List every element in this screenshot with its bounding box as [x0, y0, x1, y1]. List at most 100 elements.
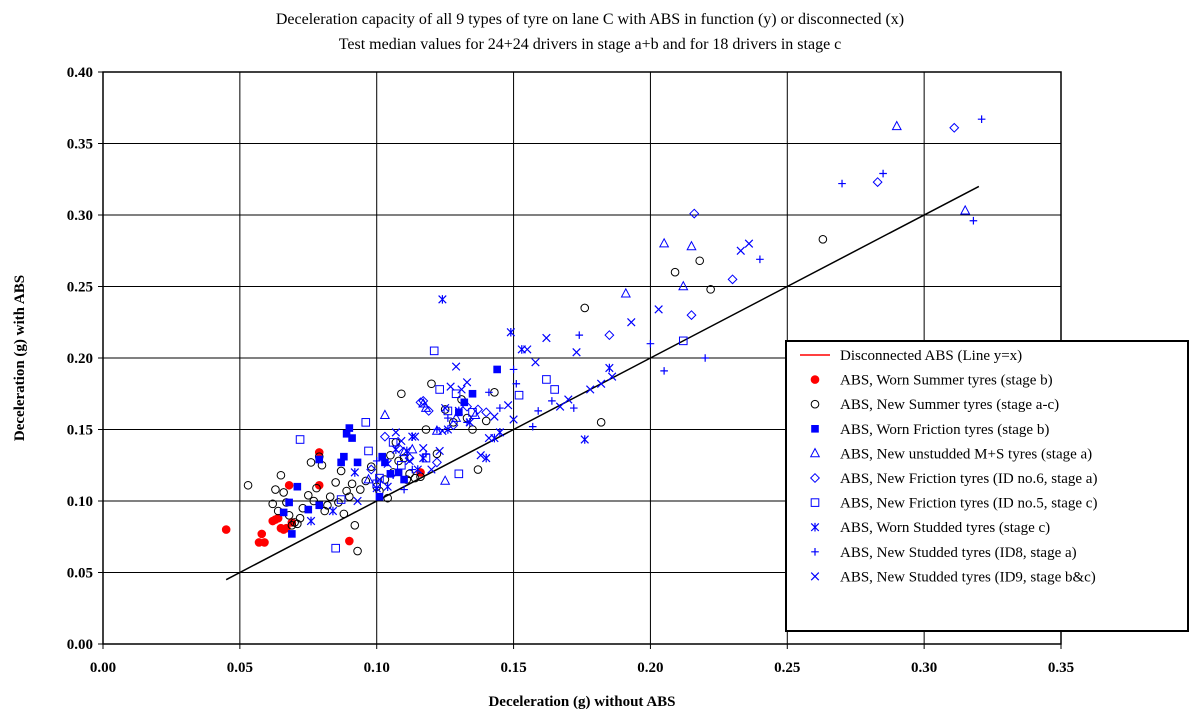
data-point — [523, 345, 532, 354]
data-point — [879, 169, 887, 178]
data-point — [607, 372, 617, 381]
x-tick-label: 0.25 — [774, 660, 800, 676]
data-point — [443, 425, 453, 434]
data-point — [596, 379, 606, 388]
legend-box — [785, 340, 1189, 632]
x-tick-label: 0.05 — [227, 660, 253, 676]
data-point — [431, 425, 443, 435]
data-point — [407, 443, 418, 454]
data-point — [353, 546, 362, 556]
x-axis-label: Deceleration (g) without ABS — [488, 694, 675, 710]
y-tick-label: 0.10 — [67, 494, 93, 510]
legend-marker — [811, 425, 819, 433]
data-point — [408, 465, 417, 474]
data-point — [279, 508, 288, 517]
data-point — [383, 482, 392, 491]
data-point — [484, 433, 494, 443]
series-8 — [372, 115, 986, 494]
data-point — [891, 120, 902, 131]
data-point — [481, 453, 491, 463]
data-point — [548, 397, 556, 405]
data-point — [580, 435, 589, 444]
data-point — [542, 333, 551, 343]
legend-entry-label: ABS, Worn Summer tyres (stage b) — [840, 373, 1053, 389]
data-point — [315, 455, 324, 464]
data-point — [345, 536, 354, 546]
data-point — [438, 426, 447, 436]
data-point — [449, 418, 458, 427]
data-point — [460, 398, 469, 407]
data-point — [271, 485, 280, 494]
data-point — [470, 409, 481, 419]
data-point — [433, 425, 441, 434]
data-point — [435, 385, 444, 394]
legend-entry-label: Disconnected ABS (Line y=x) — [840, 348, 1022, 364]
data-point — [284, 480, 294, 490]
data-point — [287, 521, 297, 530]
data-point — [389, 471, 397, 480]
data-point — [391, 445, 401, 454]
y-tick-label: 0.15 — [67, 423, 93, 439]
data-point — [276, 470, 286, 480]
data-point — [331, 543, 340, 553]
legend-entry-label: ABS, New Summer tyres (stage a-c) — [840, 397, 1059, 413]
data-point — [585, 385, 595, 394]
y-tick-label: 0.25 — [67, 280, 93, 296]
data-point — [542, 375, 551, 384]
data-point — [686, 240, 697, 251]
data-point — [744, 239, 754, 248]
data-point — [347, 479, 357, 489]
legend-marker — [809, 447, 821, 458]
data-point — [397, 389, 406, 399]
series-1 — [221, 448, 425, 547]
data-point — [450, 412, 462, 422]
data-point — [670, 267, 680, 277]
data-point — [320, 506, 330, 516]
data-point — [372, 483, 381, 493]
legend-marker — [811, 548, 819, 556]
data-point — [575, 331, 584, 339]
series-9 — [353, 239, 754, 506]
data-point — [555, 402, 565, 411]
data-point — [446, 382, 455, 391]
data-point — [340, 452, 348, 461]
data-point — [701, 354, 709, 362]
data-point — [394, 468, 403, 477]
x-tick-label: 0.35 — [1048, 660, 1074, 676]
data-point — [534, 407, 543, 415]
chart-subtitle: Test median values for 24+24 drivers in … — [339, 36, 842, 53]
data-point — [342, 429, 351, 438]
data-point — [596, 418, 606, 427]
data-point — [512, 379, 521, 388]
data-point — [345, 492, 354, 502]
data-point — [569, 404, 578, 412]
data-point — [386, 470, 395, 478]
data-point — [564, 395, 573, 404]
data-point — [353, 496, 362, 506]
legend-entry-label: ABS, New Friction tyres (ID no.6, stage … — [840, 471, 1097, 487]
data-point — [620, 287, 631, 298]
y-tick-label: 0.40 — [67, 65, 93, 81]
data-point — [379, 409, 391, 419]
data-point — [350, 468, 360, 477]
data-point — [366, 464, 377, 475]
data-point — [660, 367, 668, 375]
data-point — [315, 501, 324, 510]
data-point — [345, 424, 354, 432]
data-point — [654, 305, 663, 314]
data-point — [448, 420, 459, 431]
data-point — [243, 480, 253, 490]
legend-marker — [809, 472, 821, 484]
data-point — [528, 422, 537, 431]
data-point — [404, 453, 415, 464]
data-point — [342, 486, 351, 496]
data-point — [413, 465, 422, 474]
data-point — [736, 246, 745, 255]
data-points — [221, 115, 986, 556]
x-tick-label: 0.00 — [90, 660, 116, 676]
data-point — [756, 255, 764, 264]
data-point — [402, 446, 412, 456]
data-point — [293, 482, 302, 491]
data-point — [334, 498, 343, 507]
